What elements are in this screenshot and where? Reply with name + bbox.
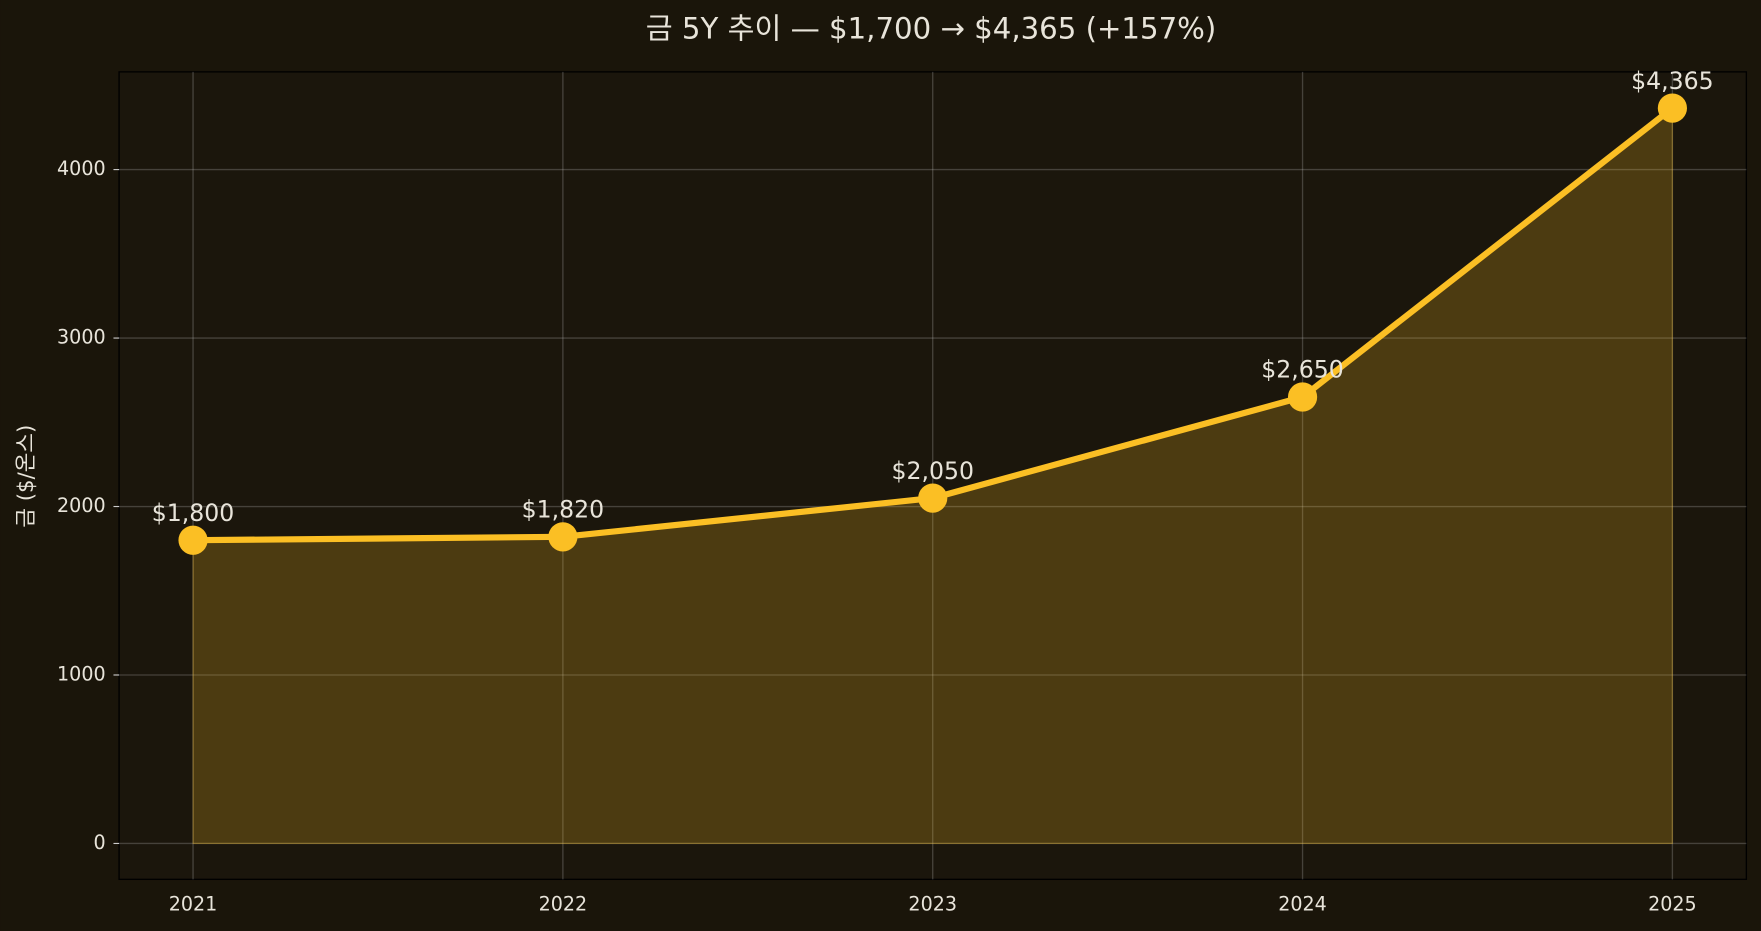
value-label: $2,650 <box>1261 356 1344 384</box>
x-tick-label: 2024 <box>1278 893 1327 916</box>
point <box>918 483 948 513</box>
value-label: $1,820 <box>522 496 605 524</box>
plot-layer: 0 1000 2000 3000 4000 2021 2022 2023 2024 2025 $1,… <box>57 67 1747 916</box>
value-label: $2,050 <box>891 457 974 485</box>
x-tick-label: 2025 <box>1648 893 1697 916</box>
point <box>1287 382 1318 412</box>
x-tick-label: 2021 <box>169 893 218 916</box>
y-tick-label: 0 <box>93 831 105 854</box>
y-tick-label: 1000 <box>57 662 106 685</box>
point <box>1657 93 1687 123</box>
value-label: $1,800 <box>152 499 235 527</box>
x-tick-label: 2023 <box>908 893 957 916</box>
value-label: $4,365 <box>1631 67 1714 95</box>
point <box>178 525 208 555</box>
y-tick-label: 3000 <box>57 326 106 349</box>
y-axis-label: 금 ($/온스) <box>14 425 39 528</box>
point <box>548 522 578 552</box>
chart-title: 금 5Y 추이 — $1,700 → $4,365 (+157%) <box>646 11 1216 45</box>
x-tick-label: 2022 <box>539 893 588 916</box>
y-tick-label: 4000 <box>57 157 106 180</box>
plot-area <box>118 71 1748 881</box>
y-tick-label: 2000 <box>57 494 106 517</box>
